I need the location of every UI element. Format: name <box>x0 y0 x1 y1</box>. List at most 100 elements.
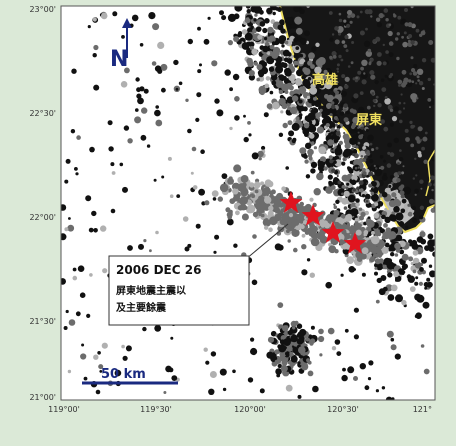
earthquake-event <box>291 122 300 131</box>
earthquake-event <box>346 9 353 16</box>
earthquake-event <box>359 10 363 14</box>
earthquake-event <box>293 53 299 59</box>
earthquake-event <box>336 351 342 356</box>
earthquake-event <box>211 190 219 198</box>
earthquake-event <box>229 198 236 205</box>
earthquake-event <box>358 109 366 116</box>
earthquake-event <box>392 13 396 16</box>
earthquake-event <box>377 103 382 108</box>
earthquake-event <box>385 50 389 54</box>
earthquake-event <box>398 221 405 227</box>
earthquake-event <box>394 253 399 257</box>
earthquake-event <box>344 328 349 333</box>
earthquake-event <box>143 239 147 243</box>
earthquake-event <box>358 180 364 186</box>
earthquake-event <box>329 113 333 117</box>
earthquake-event <box>401 198 407 204</box>
earthquake-event <box>283 57 289 62</box>
earthquake-event <box>358 207 363 211</box>
earthquake-event <box>142 326 147 332</box>
earthquake-event <box>388 247 393 252</box>
earthquake-event <box>278 132 284 137</box>
earthquake-event <box>291 95 299 102</box>
earthquake-event <box>360 126 363 130</box>
earthquake-event <box>408 278 412 282</box>
earthquake-event <box>416 75 420 79</box>
earthquake-event <box>319 156 327 163</box>
earthquake-event <box>414 314 418 318</box>
earthquake-event <box>227 177 235 185</box>
earthquake-event <box>110 162 115 167</box>
earthquake-event <box>331 104 336 110</box>
lon-tick: 121° <box>413 405 432 414</box>
scale-bar: 50 km <box>82 367 178 385</box>
earthquake-event <box>317 161 325 169</box>
earthquake-event <box>325 123 330 128</box>
earthquake-event <box>390 252 395 257</box>
earthquake-event <box>382 88 385 91</box>
earthquake-event <box>384 96 388 99</box>
earthquake-event <box>334 147 343 156</box>
earthquake-event <box>391 116 398 122</box>
earthquake-event <box>427 77 431 82</box>
earthquake-event <box>296 323 303 330</box>
earthquake-event <box>335 199 340 204</box>
lat-tick: 21°00' <box>29 393 56 402</box>
earthquake-event <box>296 213 304 222</box>
earthquake-event <box>409 72 413 76</box>
earthquake-event <box>287 239 291 243</box>
earthquake-event <box>108 146 114 152</box>
earthquake-event <box>420 187 423 190</box>
earthquake-event <box>390 337 395 342</box>
earthquake-event <box>333 160 337 164</box>
earthquake-event <box>353 334 359 340</box>
earthquake-event <box>343 190 350 197</box>
earthquake-event <box>250 170 255 175</box>
earthquake-event <box>246 57 253 65</box>
earthquake-event <box>348 168 354 174</box>
earthquake-event <box>390 284 398 292</box>
earthquake-event <box>357 131 360 134</box>
earthquake-event <box>417 79 420 82</box>
earthquake-event <box>93 228 98 233</box>
earthquake-event <box>406 274 412 279</box>
earthquake-event <box>393 137 399 144</box>
earthquake-event <box>341 192 344 196</box>
earthquake-event <box>424 245 430 252</box>
earthquake-event <box>268 227 273 232</box>
earthquake-event <box>278 344 287 353</box>
earthquake-event <box>401 69 407 75</box>
earthquake-event <box>388 200 396 208</box>
earthquake-event <box>337 29 342 34</box>
earthquake-event <box>278 35 287 43</box>
earthquake-event <box>93 354 99 360</box>
earthquake-event <box>61 204 67 211</box>
earthquake-event <box>124 67 130 74</box>
earthquake-event <box>404 128 409 133</box>
earthquake-event <box>340 214 346 219</box>
earthquake-event <box>232 369 236 374</box>
earthquake-event <box>88 227 94 233</box>
earthquake-event <box>329 159 334 164</box>
earthquake-event <box>200 149 205 154</box>
earthquake-event <box>395 37 399 41</box>
earthquake-event <box>160 63 168 71</box>
earthquake-event <box>386 163 392 168</box>
earthquake-event <box>251 48 258 56</box>
earthquake-event <box>412 250 419 256</box>
earthquake-event <box>365 50 372 57</box>
earthquake-event <box>277 363 282 369</box>
earthquake-event <box>301 233 306 238</box>
earthquake-event <box>284 40 289 45</box>
earthquake-event <box>72 267 77 272</box>
earthquake-event <box>79 292 86 299</box>
earthquake-event <box>365 200 369 203</box>
earthquake-event <box>341 174 349 182</box>
earthquake-event <box>262 187 271 196</box>
earthquake-event <box>398 110 402 114</box>
earthquake-event <box>344 142 351 150</box>
earthquake-event <box>369 142 373 146</box>
earthquake-event <box>87 25 91 29</box>
earthquake-event <box>375 95 379 99</box>
